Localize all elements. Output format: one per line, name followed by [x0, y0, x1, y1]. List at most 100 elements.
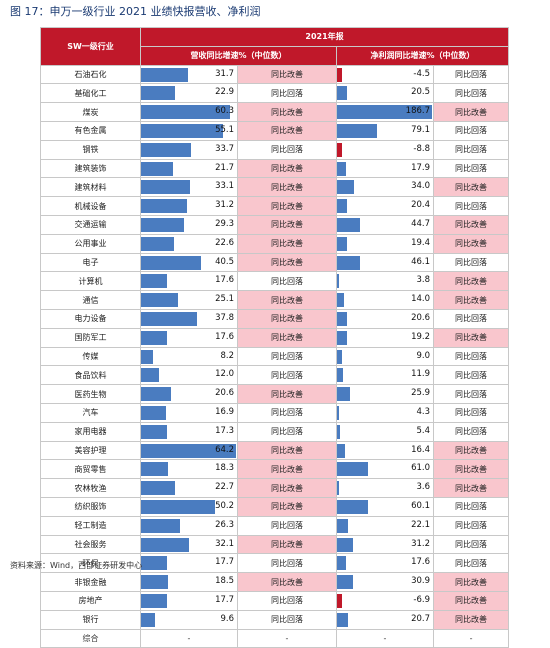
revenue-cell: 17.6: [140, 271, 238, 292]
revenue-cell: 12.0: [140, 365, 238, 386]
net-profit-bar: [337, 123, 378, 138]
net-profit-bar: [337, 499, 368, 514]
revenue-status: 同比回落: [237, 515, 337, 536]
revenue-cell: 33.1: [140, 177, 238, 198]
revenue-value: 33.7: [215, 143, 234, 154]
table-row: 环保 17.7 同比回落 17.6 同比回落: [40, 553, 510, 574]
net-profit-status: 同比改善: [432, 590, 510, 611]
industry-name: 家用电器: [40, 421, 141, 442]
table-row: 食品饮料 12.0 同比回落 11.9 同比回落: [40, 365, 510, 386]
revenue-status: 同比改善: [237, 290, 337, 310]
net-profit-value: 4.3: [416, 406, 430, 417]
table-row-total: 综合 - - - -: [40, 628, 510, 648]
net-profit-bar: [337, 556, 346, 571]
net-profit-value: -8.8: [413, 143, 430, 154]
net-profit-bar: [337, 86, 348, 101]
net-profit-cell: -8.8: [336, 139, 434, 160]
table-row: 公用事业 22.6 同比改善 19.4 同比改善: [40, 233, 510, 254]
table-row: 国防军工 17.6 同比改善 19.2 同比改善: [40, 327, 510, 348]
revenue-bar: [141, 462, 169, 477]
revenue-cell: 60.3: [140, 102, 238, 122]
revenue-bar: [141, 274, 168, 289]
revenue-cell: 31.7: [140, 64, 238, 85]
net-profit-bar: [337, 575, 353, 590]
net-profit-cell: 17.6: [336, 553, 434, 574]
industry-name: 商贸零售: [40, 459, 141, 480]
industry-name: 电子: [40, 252, 141, 273]
revenue-value: 31.2: [215, 200, 234, 211]
net-profit-value: 46.1: [411, 256, 430, 267]
net-profit-bar: [337, 199, 348, 214]
net-profit-status: 同比回落: [432, 365, 510, 386]
net-profit-value: 44.7: [411, 218, 430, 229]
net-profit-value: 79.1: [411, 124, 430, 135]
net-profit-bar: [337, 161, 347, 176]
revenue-bar: [141, 612, 156, 627]
net-profit-value: 17.9: [411, 162, 430, 173]
net-profit-bar: [337, 405, 340, 420]
industry-name: 轻工制造: [40, 515, 141, 536]
net-profit-bar: [337, 67, 342, 82]
net-profit-cell: 4.3: [336, 402, 434, 423]
table-row: 机械设备 31.2 同比改善 20.4 同比回落: [40, 196, 510, 216]
total-np: -: [336, 628, 434, 648]
revenue-status: 同比回落: [237, 421, 337, 442]
revenue-bar: [141, 255, 201, 270]
industry-name: 医药生物: [40, 384, 141, 404]
revenue-bar: [141, 368, 159, 383]
revenue-bar: [141, 593, 168, 608]
revenue-value: 22.9: [215, 87, 234, 98]
net-profit-status: 同比改善: [432, 233, 510, 254]
revenue-status: 同比改善: [237, 572, 337, 592]
net-profit-bar: [337, 217, 360, 232]
revenue-value: 60.3: [215, 106, 234, 117]
revenue-cell: 17.7: [140, 553, 238, 574]
revenue-value: 18.3: [215, 463, 234, 474]
net-profit-status: 同比改善: [432, 290, 510, 310]
industry-name: 交通运输: [40, 214, 141, 235]
table-row: 电力设备 37.8 同比改善 20.6 同比回落: [40, 308, 510, 329]
net-profit-status: 同比改善: [432, 440, 510, 461]
net-profit-status: 同比改善: [432, 271, 510, 292]
net-profit-status: 同比改善: [432, 327, 510, 348]
net-profit-bar: [337, 424, 340, 439]
revenue-status: 同比改善: [237, 64, 337, 85]
net-profit-status: 同比改善: [432, 478, 510, 498]
net-profit-bar: [337, 330, 347, 345]
net-profit-cell: -4.5: [336, 64, 434, 85]
net-profit-value: 9.0: [416, 350, 430, 361]
revenue-status: 同比回落: [237, 83, 337, 104]
revenue-cell: 8.2: [140, 346, 238, 367]
revenue-bar: [141, 499, 216, 514]
net-profit-bar: [337, 142, 342, 157]
table-row: 交通运输 29.3 同比改善 44.7 同比改善: [40, 214, 510, 235]
net-profit-cell: 16.4: [336, 440, 434, 461]
table-row: 农林牧渔 22.7 同比改善 3.6 同比改善: [40, 478, 510, 498]
industry-table: SW一级行业 2021年报 营收同比增速%（中位数） 净利润同比增速%（中位数）…: [40, 27, 510, 648]
revenue-bar: [141, 67, 188, 82]
revenue-status: 同比改善: [237, 534, 337, 555]
revenue-value: 25.1: [215, 294, 234, 305]
industry-name: 国防军工: [40, 327, 141, 348]
net-profit-cell: 11.9: [336, 365, 434, 386]
net-profit-value: 20.4: [411, 200, 430, 211]
industry-name: 综合: [40, 628, 141, 648]
revenue-cell: 32.1: [140, 534, 238, 555]
net-profit-value: 16.4: [411, 444, 430, 455]
revenue-value: 17.6: [215, 331, 234, 342]
revenue-cell: 33.7: [140, 139, 238, 160]
net-profit-bar: [337, 481, 339, 496]
revenue-status: 同比改善: [237, 102, 337, 122]
period-header: 2021年报: [139, 27, 510, 47]
net-profit-bar: [337, 612, 348, 627]
net-profit-status: 同比回落: [432, 402, 510, 423]
revenue-status: 同比改善: [237, 327, 337, 348]
revenue-value: 55.1: [215, 124, 234, 135]
net-profit-bar: [337, 311, 348, 326]
net-profit-cell: 20.5: [336, 83, 434, 104]
table-row: 非银金融 18.5 同比改善 30.9 同比改善: [40, 572, 510, 592]
industry-name: 美容护理: [40, 440, 141, 461]
revenue-cell: 9.6: [140, 609, 238, 630]
revenue-bar: [141, 424, 167, 439]
table-row: 银行 9.6 同比回落 20.7 同比改善: [40, 609, 510, 630]
